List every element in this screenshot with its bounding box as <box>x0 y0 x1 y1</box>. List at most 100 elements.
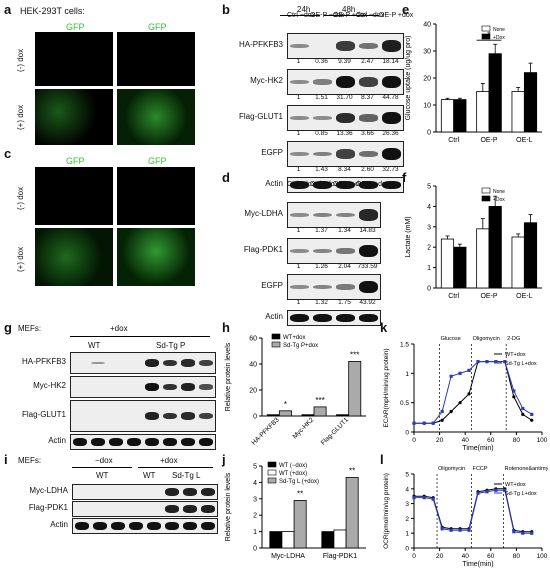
blot-band <box>181 383 195 391</box>
blot-band <box>73 438 87 446</box>
y-tick-label: 4 <box>427 204 431 211</box>
blot-band <box>336 112 355 124</box>
lane-header: Ctrl −dox <box>287 181 316 188</box>
x-tick-label: OE-L <box>516 137 532 144</box>
data-point <box>503 360 507 364</box>
blot-row-label: HA-PFKFB3 <box>238 40 283 49</box>
data-point <box>422 496 426 500</box>
blot-band <box>145 412 159 420</box>
data-point <box>503 488 507 492</box>
y-tick-label: 0 <box>405 546 409 553</box>
data-point <box>467 528 471 532</box>
lane-header: OE-P −dox <box>310 12 345 19</box>
x-tick-label: 0 <box>412 553 416 560</box>
blot-row-label: Actin <box>265 312 283 321</box>
panel-label-h: h <box>222 320 230 335</box>
blot-strip <box>287 141 404 167</box>
micrograph-a2 <box>117 32 195 86</box>
blot-band <box>93 522 107 530</box>
y-tick-label: 3 <box>405 501 409 508</box>
gfp-label: GFP <box>66 156 85 166</box>
blot-band <box>359 150 378 158</box>
row-label-plus-dox: (+) dox <box>16 104 25 130</box>
blot-band <box>336 149 355 159</box>
quant-value: 1 <box>296 263 301 270</box>
blot-band <box>201 488 215 496</box>
quant-value: 1 <box>296 94 301 101</box>
blot-band <box>382 180 401 190</box>
data-point <box>431 421 435 425</box>
data-point <box>485 490 489 494</box>
panel-label-e: e <box>402 2 410 17</box>
quant-value: 1.34 <box>338 227 351 234</box>
quant-value: 1.37 <box>315 227 328 234</box>
data-point <box>521 406 525 411</box>
tg-label: Sd-Tg L <box>172 471 201 480</box>
panel-label-l: l <box>380 452 384 467</box>
blot-band <box>290 180 309 190</box>
blot-row-label: Myc-LDHA <box>29 486 68 495</box>
panel-label-j: j <box>222 452 226 467</box>
blot-band <box>145 438 159 446</box>
micrograph-c1 <box>35 167 113 225</box>
bar <box>440 99 455 133</box>
blot-band <box>382 147 401 161</box>
y-axis-label: Relative protein levels <box>225 342 232 411</box>
blot-band <box>127 438 141 446</box>
blot-strip <box>287 238 381 264</box>
time-24h: 24h <box>297 5 311 14</box>
significance-mark: ** <box>297 489 303 498</box>
chart-protein-levels-j: 0 1 2 3 4 5 Relative protein levels Myc-LDHA ** F… <box>225 461 366 560</box>
quant-value: 43.92 <box>359 299 376 306</box>
blot-band <box>163 383 177 391</box>
blot-band <box>163 359 177 367</box>
panel-label-c: c <box>4 146 12 161</box>
y-axis-label: Lactate (mM) <box>405 216 412 257</box>
y-tick-label: 0 <box>253 414 257 421</box>
significance-mark: *** <box>315 396 324 405</box>
row-label-minus-dox: (-) dox <box>16 186 25 210</box>
blot-band <box>313 313 332 323</box>
quant-value: 1 <box>296 227 301 234</box>
bar <box>293 500 307 549</box>
blot-band <box>290 43 309 49</box>
blot-strip <box>70 434 216 450</box>
lane-header: OE-L +dox <box>356 181 390 188</box>
x-tick-label: 60 <box>487 437 495 444</box>
blot-band <box>201 505 215 513</box>
blot-band <box>147 522 161 530</box>
blot-band <box>290 313 309 323</box>
bar <box>523 222 538 289</box>
blot-row-label: HA-PFKFB3 <box>21 357 66 366</box>
data-point <box>530 412 534 416</box>
y-tick-label: 1.5 <box>400 342 409 349</box>
blot-band <box>359 280 378 294</box>
blot-strip <box>72 501 218 517</box>
y-tick-label: 1 <box>427 265 431 272</box>
quant-value: 31.70 <box>336 94 353 101</box>
x-tick-label: Ctrl <box>448 293 459 300</box>
blot-band <box>145 359 159 367</box>
blot-band <box>359 313 378 323</box>
blot-band <box>336 41 355 51</box>
x-axis-label: Time(min) <box>462 561 493 568</box>
legend-swatch <box>481 187 491 194</box>
quant-value: 733.59 <box>357 263 378 270</box>
panel-label-i: i <box>4 452 8 467</box>
significance-mark: ** <box>349 466 355 475</box>
x-tick-label: Flag-GLUT1 <box>320 416 351 447</box>
y-tick-label: 1 <box>405 531 409 538</box>
x-tick-label: OE-L <box>516 293 532 300</box>
blot-band <box>336 313 355 323</box>
y-tick-label: 20 <box>423 76 431 83</box>
blot-band <box>91 361 105 365</box>
legend-label: WT+dox <box>505 482 526 488</box>
micrograph-c4 <box>117 228 195 286</box>
row-label-minus-dox: (-) dox <box>16 48 25 72</box>
data-point <box>412 496 416 500</box>
blot-strip <box>287 33 404 59</box>
data-point <box>449 374 453 378</box>
injection-label: Oligomycin <box>473 336 500 342</box>
legend-label: WT (+dox) <box>279 471 307 477</box>
bar <box>266 414 280 417</box>
